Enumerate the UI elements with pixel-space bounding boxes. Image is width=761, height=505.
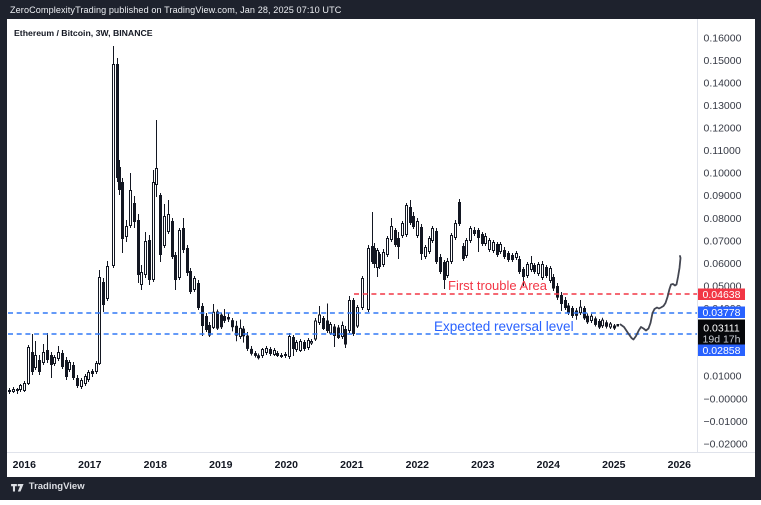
svg-text:0.03778: 0.03778 xyxy=(703,307,741,319)
svg-text:2026: 2026 xyxy=(668,459,692,471)
svg-text:0.09000: 0.09000 xyxy=(704,190,742,202)
svg-text:0.11000: 0.11000 xyxy=(704,145,741,157)
svg-text:0.01000: 0.01000 xyxy=(704,371,742,383)
svg-text:2021: 2021 xyxy=(340,459,364,471)
svg-text:−0.00000: −0.00000 xyxy=(704,393,748,405)
svg-text:0.13000: 0.13000 xyxy=(704,100,742,112)
svg-text:2018: 2018 xyxy=(144,459,168,471)
svg-text:First trouble Area: First trouble Area xyxy=(448,278,548,293)
svg-text:0.10000: 0.10000 xyxy=(704,168,742,180)
svg-text:0.07000: 0.07000 xyxy=(704,235,742,247)
svg-text:0.03111: 0.03111 xyxy=(703,323,740,335)
svg-text:2019: 2019 xyxy=(209,459,233,471)
svg-text:2023: 2023 xyxy=(471,459,495,471)
svg-text:0.02858: 0.02858 xyxy=(703,345,741,357)
svg-text:0.08000: 0.08000 xyxy=(704,213,742,225)
svg-text:0.15000: 0.15000 xyxy=(704,55,742,67)
svg-text:0.16000: 0.16000 xyxy=(704,32,742,44)
svg-text:−0.01000: −0.01000 xyxy=(704,416,748,428)
svg-text:2017: 2017 xyxy=(78,459,102,471)
svg-text:2024: 2024 xyxy=(537,459,561,471)
svg-text:19d 17h: 19d 17h xyxy=(703,334,741,346)
svg-text:0.14000: 0.14000 xyxy=(704,77,742,89)
svg-text:2016: 2016 xyxy=(13,459,37,471)
svg-text:0.06000: 0.06000 xyxy=(704,258,742,270)
svg-text:2022: 2022 xyxy=(406,459,430,471)
svg-text:2020: 2020 xyxy=(275,459,299,471)
svg-text:−0.02000: −0.02000 xyxy=(704,438,748,450)
svg-text:Expected reversal level: Expected reversal level xyxy=(434,319,574,334)
svg-text:2025: 2025 xyxy=(602,459,626,471)
svg-text:0.04638: 0.04638 xyxy=(703,289,741,301)
svg-text:0.12000: 0.12000 xyxy=(704,123,742,135)
